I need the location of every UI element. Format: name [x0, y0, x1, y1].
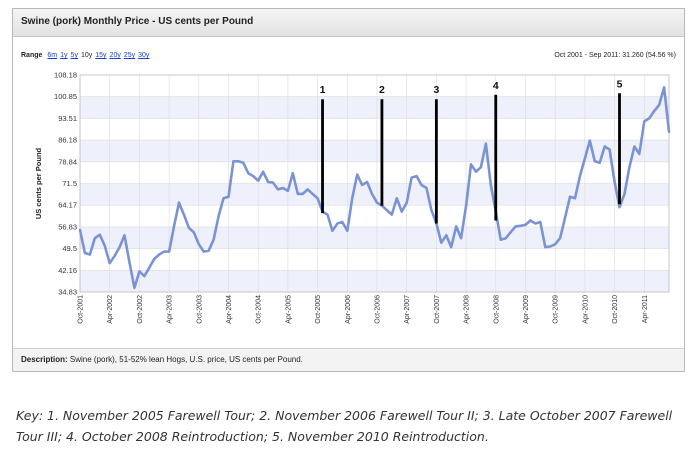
description: Description: Swine (pork), 51-52% lean H… [21, 355, 303, 364]
y-tick-label: 34.83 [58, 288, 77, 297]
range-link-15y[interactable]: 15y [95, 52, 107, 59]
grid-band [80, 183, 669, 206]
y-tick-label: 49.5 [62, 244, 77, 253]
x-tick-label: Apr-2009 [523, 295, 530, 324]
range-link-6m[interactable]: 6m [47, 52, 58, 59]
x-tick-label: Oct-2004 [256, 295, 263, 324]
y-axis-label: US cents per Pound [34, 147, 43, 219]
range-link-10y[interactable]: 10y [80, 52, 93, 59]
series-layer [78, 86, 671, 290]
grid-band [80, 270, 669, 292]
x-tick-label: Apr-2006 [345, 295, 352, 324]
y-tick-label: 108.18 [54, 71, 77, 80]
grid-band [80, 96, 669, 119]
price-series-line [78, 86, 671, 290]
x-tick-label: Oct-2001 [78, 295, 85, 324]
y-tick-label: 78.84 [58, 157, 77, 166]
x-tick-label: Apr-2008 [464, 295, 471, 324]
range-link-5y[interactable]: 5y [70, 52, 78, 59]
grid-band [80, 140, 669, 162]
range-link-25y[interactable]: 25y [123, 52, 136, 59]
y-tick-label: 56.83 [58, 222, 77, 231]
x-tick-label: Oct-2003 [196, 295, 203, 324]
x-tick-label: Oct-2006 [374, 295, 381, 324]
x-tick-label: Oct-2010 [612, 295, 619, 324]
key-caption: Key: 1. November 2005 Farewell Tour; 2. … [16, 408, 673, 444]
y-tick-label: 71.5 [62, 179, 77, 188]
y-tick-label: 86.18 [58, 136, 77, 145]
x-tick-label: Oct-2008 [493, 295, 500, 324]
range-link-1y[interactable]: 1y [60, 52, 68, 59]
chart-panel: Swine (pork) Monthly Price - US cents pe… [12, 8, 685, 372]
y-tick-label: 64.17 [58, 201, 77, 210]
x-tick-label: Apr-2005 [285, 295, 292, 324]
annotation-markers: 1 2 3 4 5 [320, 78, 623, 224]
title-bar: Swine (pork) Monthly Price - US cents pe… [13, 9, 684, 37]
description-text: Swine (pork), 51-52% lean Hogs, U.S. pri… [69, 355, 303, 364]
x-tick-label: Oct-2009 [553, 295, 560, 324]
y-axis-ticks: 34.83 42.16 49.5 56.83 64.17 71.5 78.84 86.18 93… [54, 71, 77, 297]
marker-label-1: 1 [320, 84, 326, 96]
x-axis-ticks: Oct-2001 Apr-2002 Oct-2002 Apr-2003 Oct-2003… [78, 295, 649, 324]
chart-title: Swine (pork) Monthly Price - US cents pe… [21, 16, 254, 27]
range-link-30y[interactable]: 30y [138, 52, 150, 59]
marker-label-2: 2 [379, 84, 385, 96]
marker-label-5: 5 [617, 78, 623, 90]
y-tick-label: 100.85 [54, 92, 77, 101]
range-summary: Oct 2001 - Sep 2011: 31.260 (54.56 %) [554, 52, 676, 59]
x-tick-label: Oct-2007 [434, 295, 441, 324]
x-tick-label: Apr-2004 [226, 295, 233, 324]
x-tick-label: Oct-2005 [315, 295, 322, 324]
x-tick-label: Apr-2010 [582, 295, 589, 324]
price-line-chart: 34.83 42.16 49.5 56.83 64.17 71.5 78.84 86.18 93… [34, 71, 671, 324]
y-tick-label: 93.51 [58, 114, 77, 123]
description-bar: Description: Swine (pork), 51-52% lean H… [13, 348, 684, 371]
marker-label-4: 4 [493, 80, 499, 92]
x-tick-label: Apr-2003 [167, 295, 174, 324]
x-tick-label: Apr-2011 [642, 295, 649, 323]
plot-frame [79, 74, 670, 293]
marker-label-3: 3 [433, 84, 439, 96]
x-tick-label: Apr-2007 [404, 295, 411, 324]
range-link-20y[interactable]: 20y [109, 52, 121, 59]
range-selector: Range 6m 1y 5y 10y 15y 20y 25y 30y [21, 52, 149, 59]
description-label: Description: [21, 355, 68, 364]
range-label: Range [21, 52, 43, 59]
x-tick-label: Apr-2002 [107, 295, 114, 324]
y-tick-label: 42.16 [58, 266, 77, 275]
grid-band [80, 226, 669, 249]
x-tick-label: Oct-2002 [137, 295, 144, 324]
grid-bands [80, 96, 669, 292]
